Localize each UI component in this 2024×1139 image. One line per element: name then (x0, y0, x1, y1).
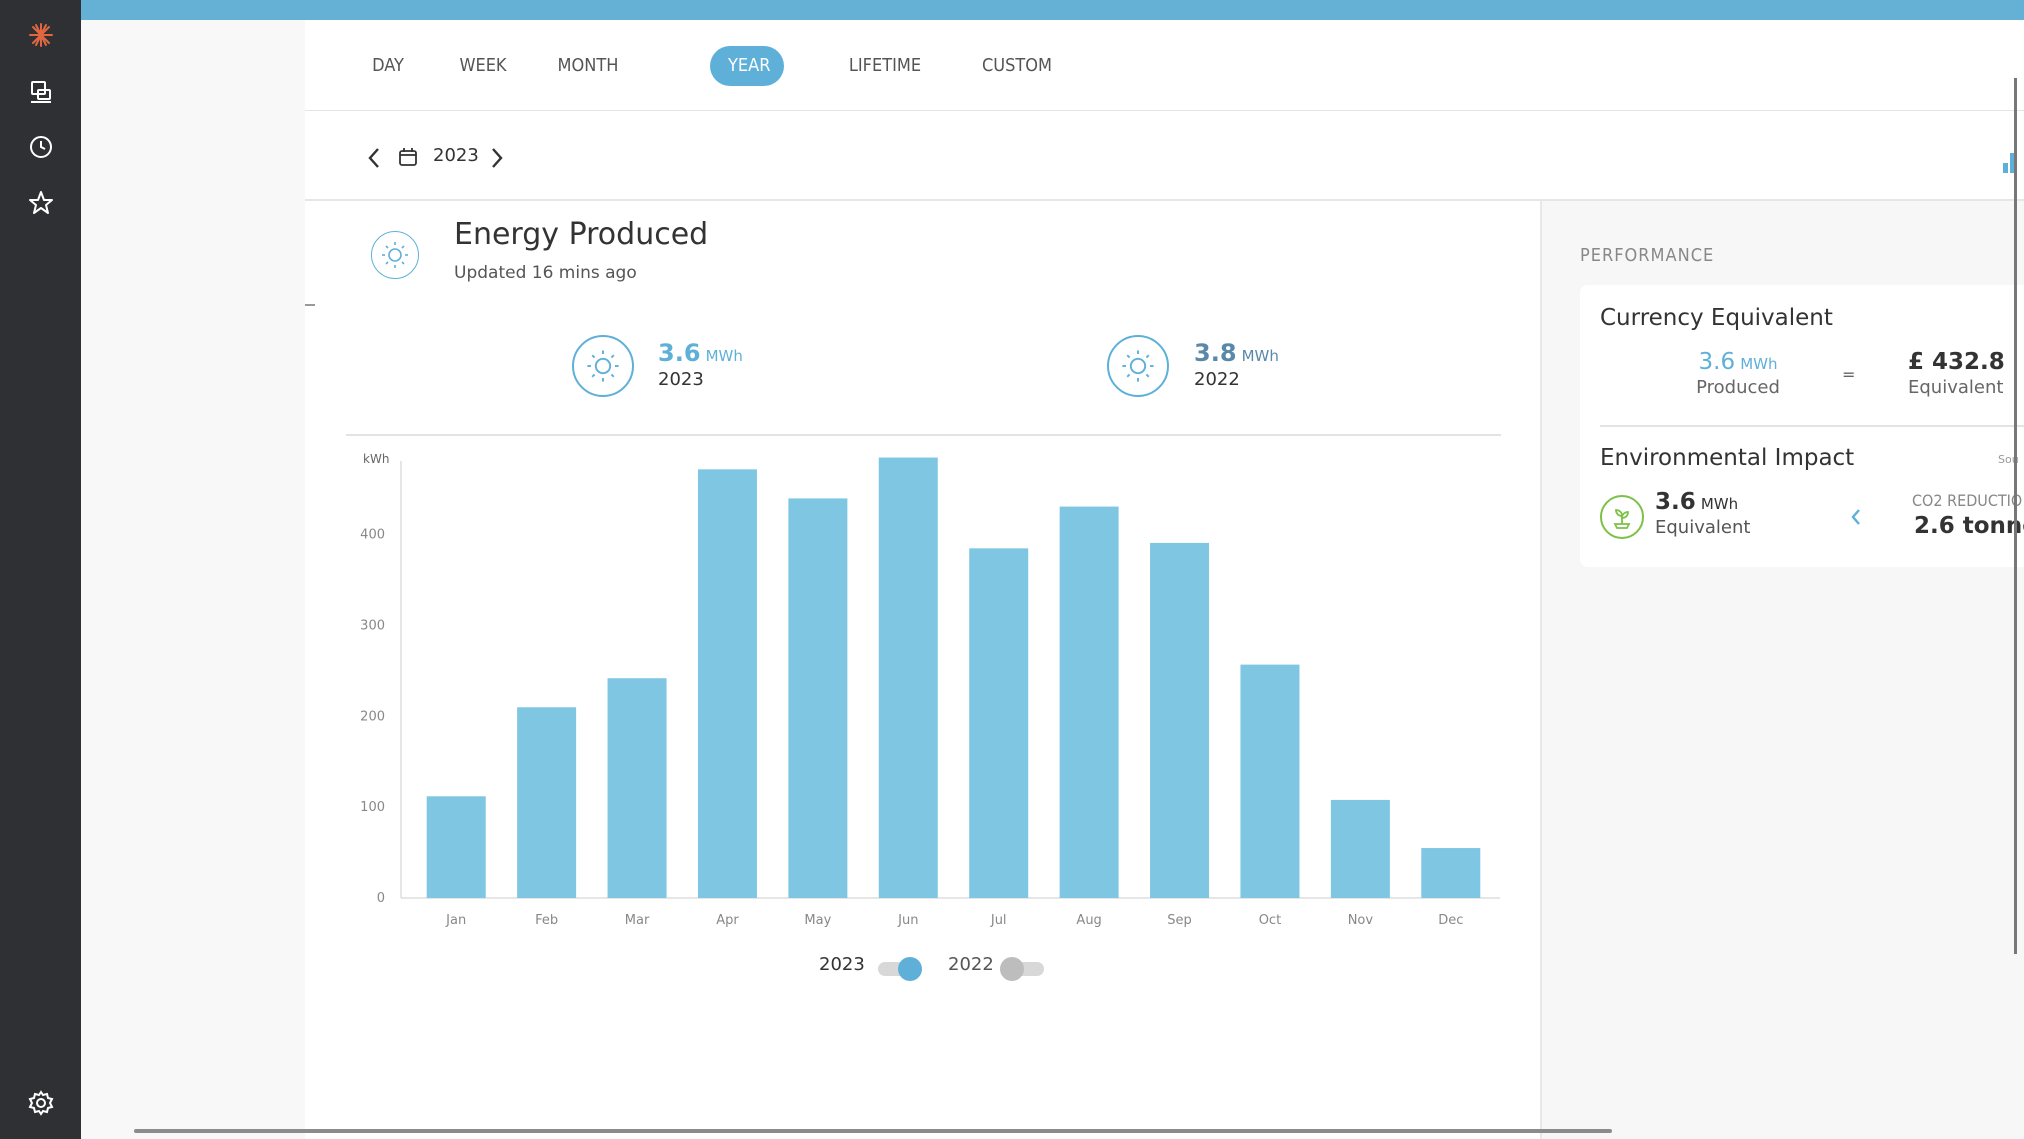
date-selector-bar: 2023 (305, 111, 2024, 201)
horizontal-scrollbar[interactable] (134, 1129, 1612, 1133)
x-tick-label: Mar (625, 913, 650, 928)
co2-value: 2.6 tonne (1914, 513, 2024, 539)
selected-year[interactable]: 2023 (433, 145, 479, 166)
kpi-value: 3.8 (1194, 339, 1237, 367)
environment-title: Environmental Impact (1600, 445, 1855, 471)
tab-lifetime[interactable]: LIFETIME (848, 55, 922, 76)
tab-year[interactable]: YEAR (710, 46, 784, 86)
next-period-button[interactable] (490, 147, 504, 173)
performance-card: Currency Equivalent 3.6 MWh Produced = £… (1580, 285, 2024, 567)
chart-view-icon[interactable] (2002, 149, 2016, 177)
kpi-year: 2022 (1194, 369, 1240, 390)
left-gutter (81, 20, 305, 1139)
devices-icon[interactable] (24, 75, 58, 109)
kpi-2023: 3.6 MWh 2023 (658, 339, 743, 390)
sun-icon (1107, 335, 1169, 397)
chart-bar (426, 796, 486, 898)
tab-custom[interactable]: CUSTOM (981, 55, 1053, 76)
page-title: Energy Produced (454, 217, 709, 252)
chart-bar (788, 498, 848, 898)
chart-bar (697, 469, 757, 898)
produced-value: 3.6 (1698, 349, 1736, 375)
kpi-value: 3.6 (658, 339, 701, 367)
updated-timestamp: Updated 16 mins ago (454, 263, 637, 283)
y-axis-label: kWh (363, 452, 389, 466)
co2-label: CO2 REDUCTIO (1912, 491, 2023, 510)
equivalent-label: Equivalent (1908, 377, 2004, 398)
y-tick-label: 200 (360, 709, 385, 724)
clock-icon[interactable] (24, 130, 58, 164)
calendar-icon[interactable] (398, 147, 418, 171)
kpi-2022: 3.8 MWh 2022 (1194, 339, 1279, 390)
chart-bar (607, 678, 667, 898)
equivalent-value: £ 432.8 (1908, 349, 2005, 375)
produced-label: Produced (1696, 377, 1780, 398)
settings-icon[interactable] (24, 1086, 58, 1120)
y-tick-label: 300 (360, 619, 385, 634)
period-tabs: DAY WEEK MONTH YEAR LIFETIME CUSTOM (305, 20, 2024, 111)
x-tick-label: Feb (535, 913, 558, 928)
energy-produced-panel: Energy Produced Updated 16 mins ago 3.6 … (305, 201, 1540, 1139)
kpi-year: 2023 (658, 369, 704, 390)
energy-bar-chart: kWh 0 100 200 300 400 Jan Feb Mar Apr May Jun Jul Aug… (360, 452, 1500, 928)
env-label: Equivalent (1655, 517, 1751, 538)
equals-sign: = (1842, 365, 1856, 384)
y-tick-label: 400 (360, 528, 385, 543)
tab-week[interactable]: WEEK (459, 55, 507, 76)
toggle-2023[interactable] (874, 957, 922, 981)
env-unit: MWh (1700, 495, 1739, 513)
sun-logo-icon[interactable] (24, 18, 58, 52)
kpi-unit: MWh (1241, 347, 1279, 365)
y-tick-label: 0 (377, 891, 385, 906)
legend-label-2023: 2023 (819, 954, 865, 975)
x-tick-label: Dec (1438, 913, 1463, 928)
previous-period-button[interactable] (367, 147, 381, 173)
chart-bar (1330, 799, 1390, 898)
currency-title: Currency Equivalent (1600, 305, 1833, 331)
x-tick-label: Jun (897, 913, 918, 928)
previous-impact-button[interactable] (1850, 507, 1862, 531)
vertical-scrollbar[interactable] (2014, 78, 2017, 954)
toggle-2022[interactable] (1000, 957, 1048, 981)
x-tick-label: Aug (1076, 913, 1101, 928)
performance-heading: PERFORMANCE (1580, 245, 1715, 266)
currency-produced: 3.6 MWh Produced (1678, 349, 1798, 398)
tab-month[interactable]: MONTH (557, 55, 619, 76)
plant-icon (1600, 495, 1644, 539)
x-tick-label: Apr (716, 913, 739, 928)
sidebar (0, 0, 81, 1139)
card-divider (1600, 425, 2024, 427)
x-tick-label: Oct (1259, 913, 1281, 928)
sun-icon (572, 335, 634, 397)
produced-unit: MWh (1740, 355, 1778, 373)
panel-edge-marker (305, 304, 315, 306)
x-tick-label: Jul (990, 913, 1007, 928)
chart-bar (517, 707, 577, 898)
chart-bar (969, 548, 1029, 898)
legend-label-2022: 2022 (948, 954, 994, 975)
chart-bar (878, 457, 938, 898)
x-tick-label: Nov (1348, 913, 1374, 928)
chart-bar (1059, 506, 1119, 898)
y-tick-label: 100 (360, 800, 385, 815)
top-accent-bar (81, 0, 2024, 20)
sun-icon (371, 231, 419, 279)
divider (346, 434, 1501, 436)
kpi-unit: MWh (705, 347, 743, 365)
star-icon[interactable] (24, 186, 58, 220)
x-tick-label: Sep (1167, 913, 1192, 928)
env-value: 3.6 (1655, 489, 1696, 515)
source-link[interactable]: Sou (1998, 453, 2019, 466)
x-tick-label: Jan (445, 913, 466, 928)
chart-bar (1240, 664, 1300, 898)
environment-value: 3.6 MWh Equivalent (1655, 489, 1750, 538)
x-tick-label: May (804, 913, 831, 928)
currency-equivalent: £ 432.8 Equivalent (1908, 349, 2024, 398)
performance-panel: PERFORMANCE Currency Equivalent 3.6 MWh … (1540, 201, 2024, 1139)
tab-day[interactable]: DAY (372, 55, 404, 76)
chart-bar (1150, 542, 1210, 898)
chart-bar (1421, 848, 1481, 898)
